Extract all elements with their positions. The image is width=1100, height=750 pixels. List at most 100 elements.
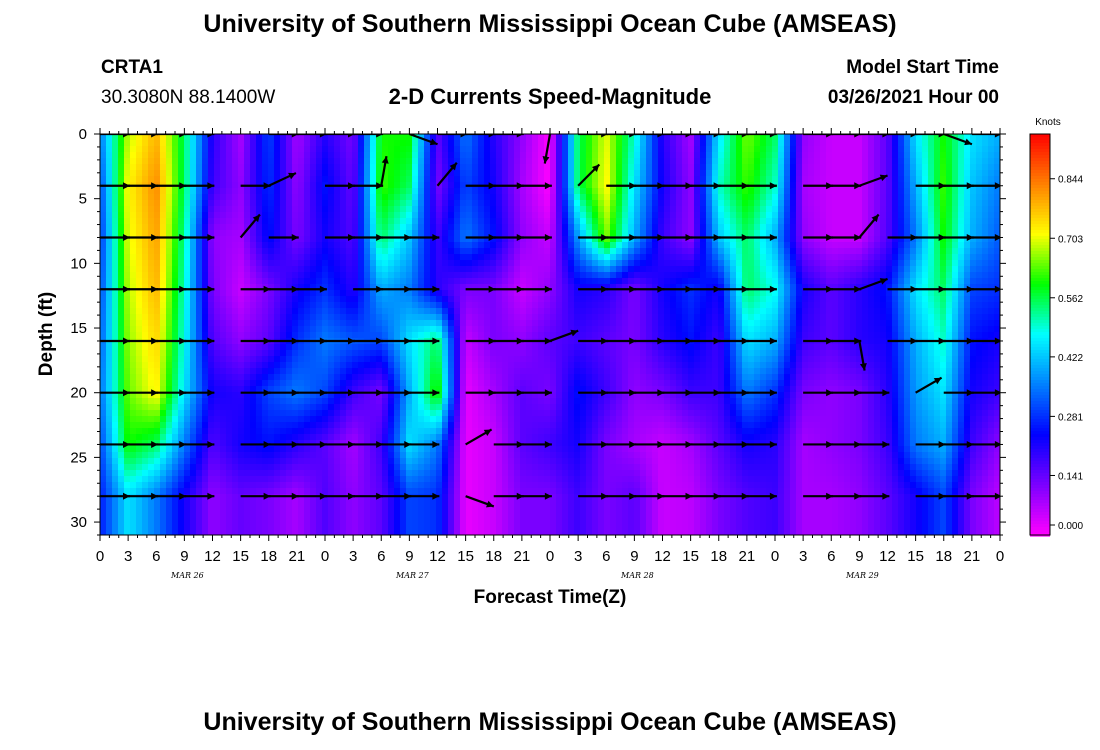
heatmap-cell	[712, 152, 719, 159]
heatmap-cell	[316, 278, 323, 285]
heatmap-cell	[718, 326, 725, 333]
heatmap-cell	[862, 278, 869, 285]
heatmap-cell	[262, 272, 269, 279]
heatmap-cell	[652, 140, 659, 147]
heatmap-cell	[370, 218, 377, 225]
heatmap-cell	[208, 242, 215, 249]
heatmap-cell	[520, 320, 527, 327]
heatmap-cell	[652, 146, 659, 153]
heatmap-cell	[802, 224, 809, 231]
heatmap-cell	[124, 206, 131, 213]
heatmap-cell	[856, 266, 863, 273]
heatmap-cell	[658, 266, 665, 273]
heatmap-cell	[496, 242, 503, 249]
heatmap-cell	[910, 260, 917, 267]
heatmap-cell	[796, 200, 803, 207]
heatmap-cell	[994, 212, 1000, 219]
heatmap-cell	[628, 224, 635, 231]
heatmap-cell	[334, 314, 341, 321]
heatmap-cell	[730, 140, 737, 147]
heatmap-cell	[778, 206, 785, 213]
heatmap-cell	[904, 290, 911, 297]
heatmap-cell	[136, 200, 143, 207]
heatmap-cell	[916, 134, 923, 141]
heatmap-cell	[508, 170, 515, 177]
heatmap-cell	[988, 326, 995, 333]
heatmap-cell	[898, 260, 905, 267]
heatmap-cell	[562, 284, 569, 291]
heatmap-cell	[334, 230, 341, 237]
heatmap-cell	[256, 146, 263, 153]
heatmap-cell	[772, 146, 779, 153]
heatmap-cell	[868, 140, 875, 147]
heatmap-cell	[202, 158, 209, 165]
heatmap-cell	[352, 170, 359, 177]
heatmap-cell	[472, 242, 479, 249]
heatmap-cell	[130, 320, 137, 327]
heatmap-cell	[760, 284, 767, 291]
heatmap-cell	[910, 248, 917, 255]
heatmap-cell	[370, 296, 377, 303]
heatmap-cell	[526, 188, 533, 195]
heatmap-cell	[334, 296, 341, 303]
heatmap-cell	[724, 260, 731, 267]
heatmap-cell	[136, 290, 143, 297]
heatmap-cell	[166, 266, 173, 273]
heatmap-cell	[526, 320, 533, 327]
heatmap-cell	[328, 236, 335, 243]
heatmap-cell	[244, 278, 251, 285]
heatmap-cell	[298, 164, 305, 171]
heatmap-cell	[412, 170, 419, 177]
heatmap-cell	[784, 248, 791, 255]
heatmap-cell	[172, 254, 179, 261]
heatmap-cell	[586, 218, 593, 225]
heatmap-cell	[208, 188, 215, 195]
heatmap-cell	[508, 284, 515, 291]
heatmap-cell	[112, 272, 119, 279]
heatmap-cell	[916, 212, 923, 219]
heatmap-cell	[922, 194, 929, 201]
heatmap-cell	[940, 218, 947, 225]
heatmap-cell	[352, 242, 359, 249]
heatmap-cell	[232, 308, 239, 315]
heatmap-cell	[154, 176, 161, 183]
heatmap-cell	[466, 248, 473, 255]
heatmap-cell	[580, 200, 587, 207]
heatmap-cell	[652, 272, 659, 279]
heatmap-cell	[532, 326, 539, 333]
heatmap-cell	[262, 320, 269, 327]
heatmap-cell	[190, 302, 197, 309]
heatmap-cell	[838, 170, 845, 177]
heatmap-cell	[412, 200, 419, 207]
heatmap-cell	[370, 170, 377, 177]
heatmap-cell	[670, 224, 677, 231]
heatmap-cell	[922, 296, 929, 303]
heatmap-cell	[502, 176, 509, 183]
heatmap-cell	[586, 200, 593, 207]
heatmap-cell	[496, 248, 503, 255]
heatmap-cell	[262, 290, 269, 297]
heatmap-cell	[838, 254, 845, 261]
heatmap-cell	[142, 320, 149, 327]
heatmap-cell	[910, 326, 917, 333]
heatmap-cell	[220, 284, 227, 291]
heatmap-cell	[478, 206, 485, 213]
heatmap-cell	[280, 212, 287, 219]
heatmap-cell	[568, 272, 575, 279]
heatmap-cell	[670, 200, 677, 207]
heatmap-cell	[850, 248, 857, 255]
heatmap-cell	[616, 140, 623, 147]
heatmap-cell	[124, 236, 131, 243]
heatmap-cell	[454, 146, 461, 153]
heatmap-cell	[136, 140, 143, 147]
heatmap-cell	[778, 212, 785, 219]
heatmap-cell	[832, 134, 839, 141]
heatmap-cell	[652, 308, 659, 315]
heatmap-cell	[586, 176, 593, 183]
heatmap-cell	[802, 296, 809, 303]
heatmap-cell	[598, 266, 605, 273]
heatmap-cell	[802, 248, 809, 255]
heatmap-cell	[196, 152, 203, 159]
heatmap-cell	[226, 200, 233, 207]
heatmap-cell	[700, 140, 707, 147]
